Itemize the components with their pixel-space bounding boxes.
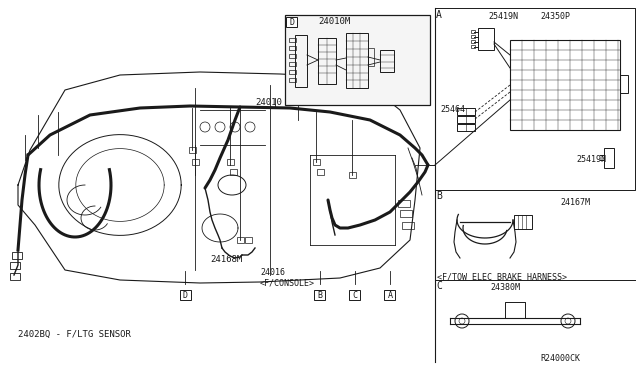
Bar [604,148,614,168]
Bar [471,35,475,38]
Bar [10,262,20,269]
Bar [287,17,298,27]
Text: 25464: 25464 [440,105,465,114]
Text: 24168M: 24168M [210,255,243,264]
Text: C: C [436,281,442,291]
Bar [12,252,22,259]
Bar [289,54,296,58]
Bar [349,172,356,178]
Bar [295,35,307,87]
Text: B: B [317,291,323,299]
Bar [285,15,430,105]
Text: <F/TOW ELEC BRAKE HARNESS>: <F/TOW ELEC BRAKE HARNESS> [437,272,567,281]
Text: 25419N: 25419N [576,155,606,164]
Bar [471,30,475,33]
Bar [10,273,20,280]
Bar [289,70,296,74]
Text: A: A [387,291,392,299]
Bar [471,40,475,43]
Bar [237,237,244,243]
Text: D: D [182,291,188,299]
Bar [457,124,475,131]
Text: 25419N: 25419N [488,12,518,21]
Bar [620,75,628,93]
Text: D: D [289,17,294,26]
Bar [314,290,326,300]
Text: 24016
<F/CONSOLE>: 24016 <F/CONSOLE> [260,268,315,288]
Bar [189,147,196,153]
Bar [227,159,234,165]
Bar [368,48,374,66]
Bar [510,40,620,130]
Text: 2402BQ - F/LTG SENSOR: 2402BQ - F/LTG SENSOR [18,330,131,339]
Text: 24167M: 24167M [560,198,590,207]
Text: 24010: 24010 [255,98,282,107]
Bar [179,290,191,300]
Text: A: A [436,10,442,20]
Bar [313,159,320,165]
Bar [289,46,296,50]
Bar [317,169,324,175]
Bar [346,33,368,88]
Bar [514,215,532,229]
Text: R24000CK: R24000CK [540,354,580,363]
Bar [402,222,414,229]
Text: C: C [353,291,358,299]
Bar [478,28,494,50]
Bar [380,50,394,72]
Bar [457,108,475,115]
Bar [349,290,360,300]
Bar [289,78,296,82]
Text: 24010M: 24010M [318,17,350,26]
Text: SEE SEC.680: SEE SEC.680 [285,98,344,107]
Bar [398,200,410,207]
Bar [245,237,252,243]
Bar [289,62,296,66]
Bar [385,290,396,300]
Text: B: B [436,191,442,201]
Text: 24350P: 24350P [540,12,570,21]
Bar [289,38,296,42]
Bar [318,38,336,84]
Bar [471,45,475,48]
Bar [457,116,475,123]
Text: 24380M: 24380M [490,283,520,292]
Bar [230,169,237,175]
Bar [192,159,199,165]
Bar [400,210,412,217]
